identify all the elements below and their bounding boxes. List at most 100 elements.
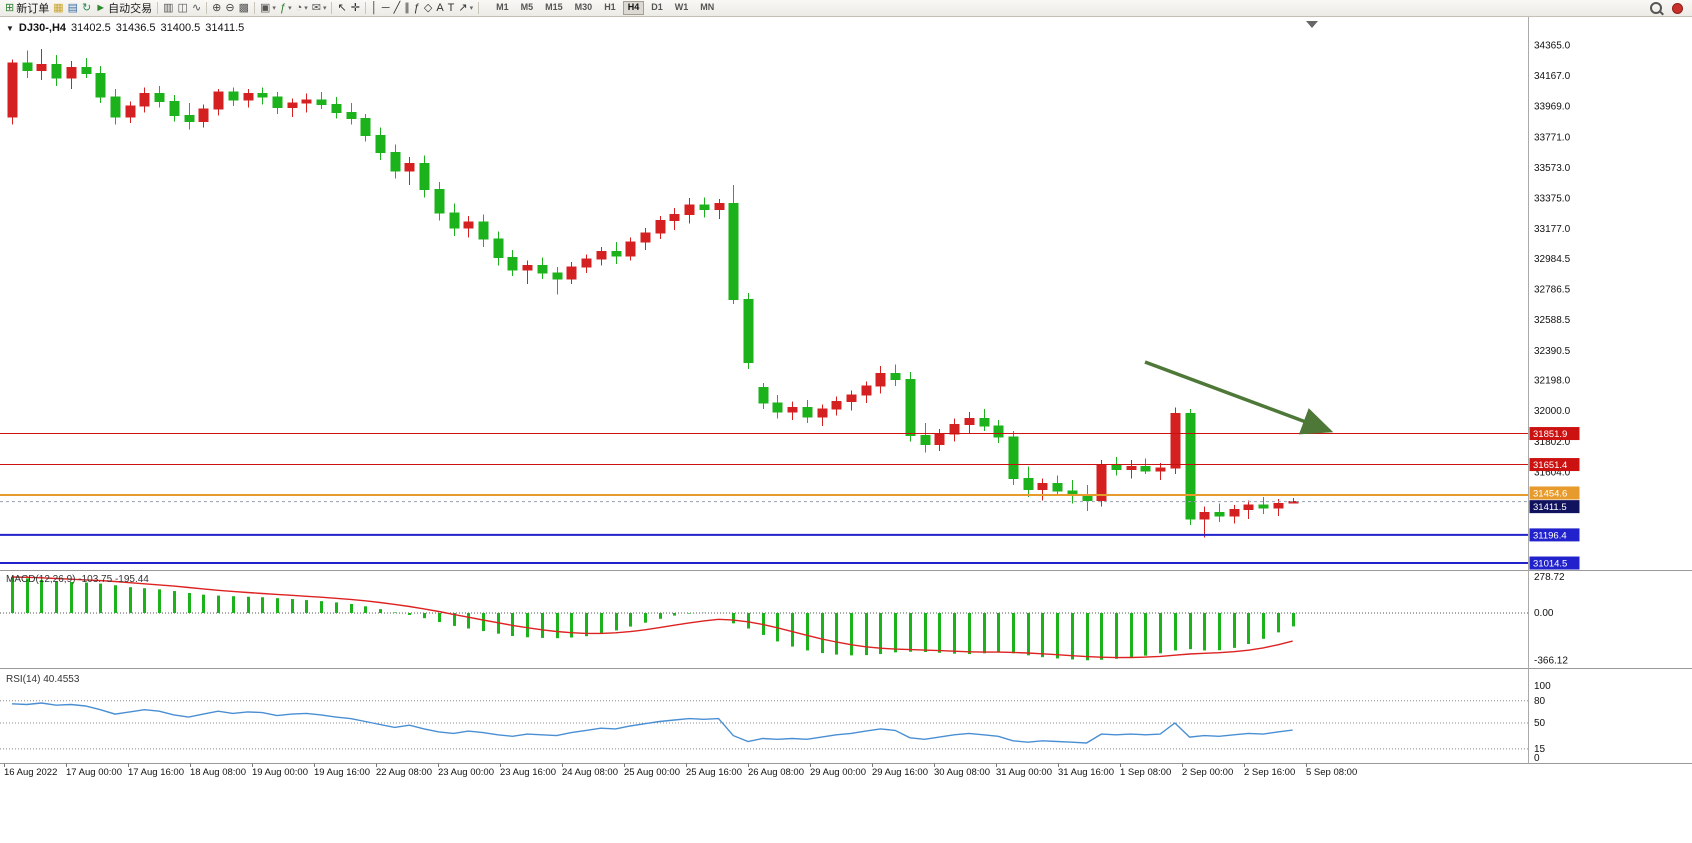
candle-body — [81, 66, 92, 75]
arrows-button[interactable]: ↗ ▾ — [456, 1, 475, 16]
templates-icon: ✉ — [311, 1, 321, 14]
ohlc-low: 31400.5 — [160, 22, 201, 34]
toolbar-separator — [331, 2, 333, 14]
time-label: 26 Aug 08:00 — [748, 767, 804, 778]
text-button[interactable]: A — [434, 1, 445, 16]
candle-body — [714, 202, 725, 211]
toolbar-separator — [157, 2, 159, 14]
channel-button[interactable]: ∥ — [402, 1, 412, 16]
candle-body — [787, 407, 798, 413]
candle-body — [625, 241, 636, 257]
price-tag-bg — [1529, 486, 1580, 500]
time-label: 24 Aug 08:00 — [562, 767, 618, 778]
candle-body — [905, 379, 916, 436]
fibonacci-button[interactable]: ƒ — [412, 1, 422, 16]
timeframe-button-m15[interactable]: M15 — [545, 2, 563, 13]
bar-chart-button[interactable]: ▥ — [161, 1, 175, 16]
candle-body — [1214, 512, 1225, 517]
candle-body — [375, 134, 386, 153]
candle-body — [390, 151, 401, 172]
crosshair-button[interactable]: ✛ — [349, 1, 362, 16]
dropdown-caret-icon: ▾ — [304, 5, 308, 12]
candle-body — [949, 424, 960, 435]
candlestick-chart-button[interactable]: ◫ — [176, 1, 190, 16]
chart-shift-marker[interactable] — [1306, 21, 1318, 28]
line-chart-button[interactable]: ∿ — [190, 1, 203, 16]
timeframe-button-h1[interactable]: H1 — [604, 2, 616, 13]
search-icon[interactable] — [1650, 2, 1662, 14]
timeframe-button-m5[interactable]: M5 — [520, 2, 534, 13]
candle-body — [434, 189, 445, 214]
candle-body — [1126, 465, 1137, 470]
dropdown-caret-icon: ▾ — [288, 5, 292, 12]
timeframe-button-h4[interactable]: H4 — [622, 1, 645, 15]
main-toolbar: ⊞ 新订单 ▦ ▤ ↻ ► 自动交易 ▥ ◫ ∿ ⊕ ⊖ ▩ ▣ ▾ ƒ ▾ ◔ ▾ ✉ ▾ ↖ ✛ │ ─ ╱ ∥ ƒ ◇ A T ↗ ▾ M1… — [0, 0, 1692, 17]
new-order-button[interactable]: ⊞ 新订单 — [3, 1, 51, 16]
indicators-button[interactable]: ƒ ▾ — [278, 1, 294, 16]
candle-body — [920, 434, 931, 446]
new-chart-button[interactable]: ▣ ▾ — [258, 1, 278, 16]
candle-body — [1273, 502, 1284, 509]
trendline-icon: ╱ — [393, 1, 401, 14]
candle-body — [22, 62, 33, 72]
price-tag: 31014.5 — [1529, 556, 1580, 570]
rsi-axis-label: 0 — [1534, 753, 1540, 764]
toolbar-separator — [478, 2, 480, 14]
cursor-icon: ↖ — [337, 1, 347, 14]
ohlc-close: 31411.5 — [205, 22, 245, 34]
market-watch-button[interactable]: ▤ — [66, 1, 80, 16]
price-tick-label: 33969.0 — [1534, 102, 1571, 113]
timeframe-button-w1[interactable]: W1 — [674, 2, 689, 13]
toolbar-separator — [364, 2, 366, 14]
price-axis-ticks: 34365.0 34167.0 33969.0 33771.0 33573.0 33375… — [1534, 41, 1571, 479]
price-tag-text: 31651.4 — [1533, 460, 1567, 471]
timeframe-button-mn[interactable]: MN — [700, 2, 715, 13]
dropdown-caret-icon: ▾ — [322, 5, 327, 12]
cursor-button[interactable]: ↖ — [335, 1, 348, 16]
periods-button[interactable]: ◔ ▾ — [294, 1, 310, 16]
trendline-button[interactable]: ╱ — [392, 1, 403, 16]
charts-button[interactable]: ▦ — [51, 1, 65, 16]
zoom-out-button[interactable]: ⊖ — [223, 1, 236, 16]
ohlc-high: 31436.5 — [115, 22, 156, 34]
candle-body — [772, 402, 783, 413]
time-label: 2 Sep 00:00 — [1182, 767, 1233, 778]
tile-windows-button[interactable]: ▩ — [237, 1, 251, 16]
candle-body — [522, 264, 533, 271]
horizontal-line-button[interactable]: ─ — [380, 1, 392, 16]
templates-button[interactable]: ✉ ▾ — [310, 1, 329, 16]
chart-dropdown-icon[interactable]: ▼ — [6, 23, 14, 33]
vertical-line-button[interactable]: │ — [369, 1, 380, 16]
candle-body — [802, 407, 813, 418]
autotrading-button[interactable]: ► 自动交易 — [93, 1, 154, 16]
time-label: 23 Aug 16:00 — [500, 767, 556, 778]
rsi-line — [11, 702, 1293, 744]
zoom-in-button[interactable]: ⊕ — [210, 1, 223, 16]
candle-body — [213, 91, 224, 110]
text-label-button[interactable]: T — [446, 1, 457, 16]
new-order-icon: ⊞ — [5, 1, 15, 14]
time-label: 17 Aug 16:00 — [128, 767, 184, 778]
candle-body — [51, 63, 62, 79]
shapes-button[interactable]: ◇ — [422, 1, 434, 16]
candle-body — [537, 264, 548, 274]
candle-body — [360, 117, 371, 136]
community-icon[interactable] — [1672, 2, 1683, 14]
candle-body — [125, 105, 136, 118]
panel-frame — [0, 17, 1692, 764]
timeframe-button-d1[interactable]: D1 — [651, 2, 663, 13]
timeframe-button-m30[interactable]: M30 — [574, 2, 593, 13]
refresh-icon: ↻ — [82, 1, 92, 14]
trend-arrow-object[interactable] — [1144, 360, 1334, 435]
candle-body — [831, 400, 842, 410]
profile-icon: ▤ — [67, 1, 79, 14]
time-label: 16 Aug 2022 — [4, 767, 57, 778]
candle-body — [861, 385, 872, 396]
refresh-button[interactable]: ↻ — [80, 1, 93, 16]
rsi-panel: 100 80 50 150 RSI(14) 40.4553 — [0, 674, 1551, 764]
price-tick-label: 33375.0 — [1534, 194, 1571, 205]
time-label: 18 Aug 08:00 — [190, 767, 246, 778]
time-label: 31 Aug 16:00 — [1058, 767, 1114, 778]
timeframe-button-m1[interactable]: M1 — [496, 2, 509, 13]
